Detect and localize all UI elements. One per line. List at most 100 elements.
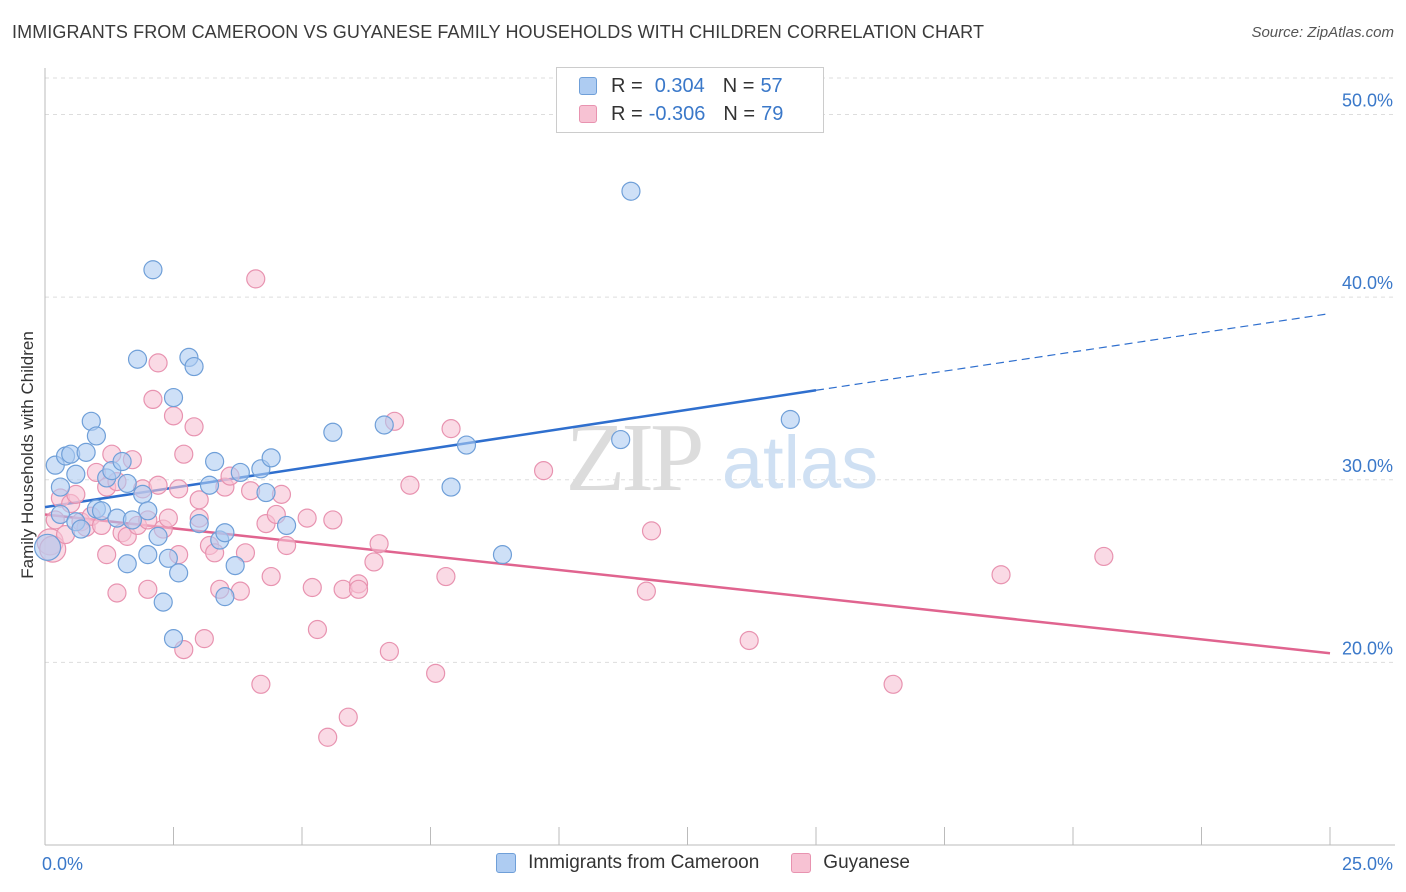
point-cameroon	[215, 523, 235, 543]
legend-n-value: 79	[761, 102, 784, 125]
point-guyanese	[261, 566, 281, 587]
trend-line-cameroon-extension	[815, 312, 1331, 391]
legend-r-value: -0.306	[648, 102, 706, 125]
point-cameroon	[780, 409, 800, 430]
data-points	[33, 181, 1114, 747]
point-cameroon	[374, 415, 394, 435]
chart-title: IMMIGRANTS FROM CAMEROON VS GUYANESE FAM…	[12, 22, 985, 42]
point-cameroon	[621, 181, 641, 201]
point-cameroon	[117, 554, 137, 574]
point-cameroon	[117, 473, 137, 494]
point-guyanese	[297, 508, 317, 528]
y-tick-label: 40.0%	[1342, 273, 1393, 293]
axes	[44, 68, 1395, 846]
point-guyanese	[184, 417, 204, 437]
legend-n-label: N =	[723, 102, 756, 125]
point-cameroon	[163, 629, 184, 649]
legend-r-value: 0.304	[654, 74, 705, 97]
point-cameroon	[112, 451, 132, 472]
point-guyanese	[338, 707, 358, 727]
point-guyanese	[1094, 546, 1114, 567]
point-cameroon	[127, 349, 148, 369]
point-guyanese	[348, 579, 369, 599]
point-guyanese	[251, 674, 271, 694]
point-guyanese	[138, 579, 158, 599]
point-cameroon	[50, 477, 71, 497]
watermark: ZIP atlas	[566, 404, 879, 512]
point-cameroon	[441, 477, 461, 497]
point-guyanese	[739, 630, 759, 651]
point-guyanese	[436, 566, 456, 587]
y-tick-label: 50.0%	[1342, 91, 1393, 111]
point-guyanese	[307, 619, 328, 640]
trend-line-guyanese	[44, 513, 1331, 655]
legend-swatch-blue	[496, 853, 517, 873]
point-guyanese	[883, 674, 903, 694]
point-guyanese	[379, 641, 399, 662]
point-cameroon	[122, 510, 142, 530]
point-cameroon	[256, 482, 276, 503]
point-cameroon	[199, 475, 220, 495]
watermark-zip: ZIP	[566, 404, 701, 512]
point-guyanese	[991, 565, 1011, 585]
point-cameroon	[184, 356, 204, 377]
point-cameroon	[169, 563, 189, 583]
point-cameroon	[215, 587, 235, 607]
point-guyanese	[194, 629, 214, 649]
point-guyanese	[148, 475, 168, 495]
point-cameroon	[225, 555, 245, 576]
point-cameroon	[66, 464, 86, 484]
point-cameroon	[230, 462, 250, 483]
point-guyanese	[533, 461, 554, 481]
point-guyanese	[641, 521, 662, 541]
stats-legend: R = 0.304 N = 57 R = -0.306 N = 79	[556, 67, 824, 133]
point-cameroon	[133, 484, 153, 504]
legend-r-label: R =	[611, 74, 643, 97]
point-guyanese	[302, 577, 322, 598]
point-guyanese	[148, 353, 168, 373]
point-guyanese	[441, 419, 461, 439]
y-tick-label: 30.0%	[1342, 456, 1393, 476]
legend-series-name: Immigrants from Cameroon	[528, 852, 760, 873]
point-cameroon	[148, 526, 168, 546]
point-cameroon	[261, 448, 281, 468]
point-cameroon	[138, 545, 158, 565]
x-tick-label: 0.0%	[42, 854, 83, 874]
point-guyanese	[364, 552, 384, 572]
point-guyanese	[636, 581, 656, 601]
point-cameroon	[276, 515, 297, 536]
legend-series-name: Guyanese	[823, 852, 910, 873]
point-cameroon	[143, 260, 163, 280]
point-guyanese	[163, 406, 184, 426]
x-tick-label: 25.0%	[1342, 854, 1393, 874]
point-cameroon	[50, 504, 71, 525]
legend-item-guyanese: Guyanese	[791, 852, 910, 874]
source-label: Source: ZipAtlas.com	[1251, 24, 1394, 41]
point-guyanese	[107, 583, 127, 603]
legend-row-guyanese: R = -0.306 N = 79	[579, 102, 783, 126]
point-guyanese	[158, 508, 178, 528]
point-cameroon	[323, 422, 343, 442]
point-cameroon	[91, 501, 112, 521]
point-guyanese	[318, 727, 338, 747]
point-guyanese	[400, 475, 420, 495]
point-cameroon	[138, 501, 158, 521]
point-cameroon	[163, 387, 184, 408]
point-cameroon	[456, 435, 477, 455]
point-guyanese	[369, 534, 389, 554]
point-cameroon	[86, 426, 107, 446]
point-guyanese	[97, 545, 117, 565]
point-cameroon	[611, 429, 631, 450]
point-cameroon	[158, 548, 178, 568]
legend-row-cameroon: R = 0.304 N = 57	[579, 74, 783, 98]
watermark-atlas: atlas	[722, 421, 878, 504]
point-cameroon	[153, 592, 173, 612]
legend-n-label: N =	[722, 74, 755, 97]
legend-swatch-pink	[579, 105, 597, 123]
y-tick-label: 20.0%	[1342, 638, 1393, 658]
point-cameroon	[71, 519, 91, 539]
legend-swatch-blue	[579, 77, 597, 95]
point-cameroon	[205, 451, 225, 472]
point-guyanese	[426, 663, 446, 683]
